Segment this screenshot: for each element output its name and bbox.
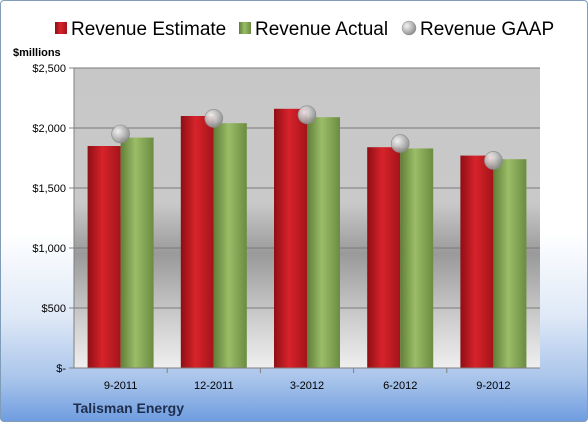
gaap-marker bbox=[111, 124, 130, 144]
gaap-marker bbox=[297, 105, 317, 125]
y-tick-label: $500 bbox=[42, 303, 66, 315]
bar-actual bbox=[307, 117, 340, 368]
bar-estimate bbox=[87, 146, 121, 368]
bar-estimate bbox=[180, 116, 214, 368]
y-axis-unit-label: $millions bbox=[13, 47, 61, 59]
legend-swatch-revenue-estimate bbox=[55, 22, 67, 34]
bars bbox=[87, 108, 527, 369]
legend: Revenue Estimate Revenue Actual Revenue … bbox=[55, 19, 554, 40]
y-tick-label: $2,500 bbox=[32, 63, 66, 75]
legend-label-revenue-estimate: Revenue Estimate bbox=[71, 19, 226, 40]
legend-label-revenue-gaap: Revenue GAAP bbox=[420, 19, 554, 40]
x-tick-label: 6-2012 bbox=[383, 380, 417, 392]
x-tick-label: 9-2012 bbox=[476, 380, 510, 392]
gaap-markers bbox=[111, 105, 503, 170]
legend-marker-revenue-gaap bbox=[401, 20, 417, 36]
y-tick-label: $- bbox=[56, 363, 66, 375]
bar-actual bbox=[493, 159, 527, 368]
y-tick-label: $2,000 bbox=[32, 123, 66, 135]
gaap-marker bbox=[390, 134, 410, 153]
bar-actual bbox=[400, 148, 434, 368]
legend-swatch-revenue-actual bbox=[239, 22, 251, 34]
y-tick-label: $1,000 bbox=[32, 243, 66, 255]
bar-estimate bbox=[274, 108, 307, 369]
x-tick-label: 12-2011 bbox=[194, 380, 234, 392]
bar-estimate bbox=[460, 155, 494, 368]
legend-label-revenue-actual: Revenue Actual bbox=[255, 19, 388, 40]
bar-actual bbox=[120, 137, 154, 368]
y-tick-label: $1,500 bbox=[32, 183, 66, 195]
x-tick-label: 3-2012 bbox=[290, 380, 324, 392]
gaap-marker bbox=[484, 151, 503, 170]
gaap-marker bbox=[204, 109, 224, 128]
x-tick-label: 9-2011 bbox=[104, 380, 137, 392]
bar-estimate bbox=[367, 147, 401, 368]
y-axis-ticks: $- $500 $1,000 $1,500 $2,000 $2,500 bbox=[32, 63, 75, 375]
bar-actual bbox=[213, 123, 247, 368]
company-name: Talisman Energy bbox=[73, 400, 184, 416]
x-axis-ticks: 9-2011 12-2011 3-2012 6-2012 9-2012 bbox=[104, 368, 511, 392]
